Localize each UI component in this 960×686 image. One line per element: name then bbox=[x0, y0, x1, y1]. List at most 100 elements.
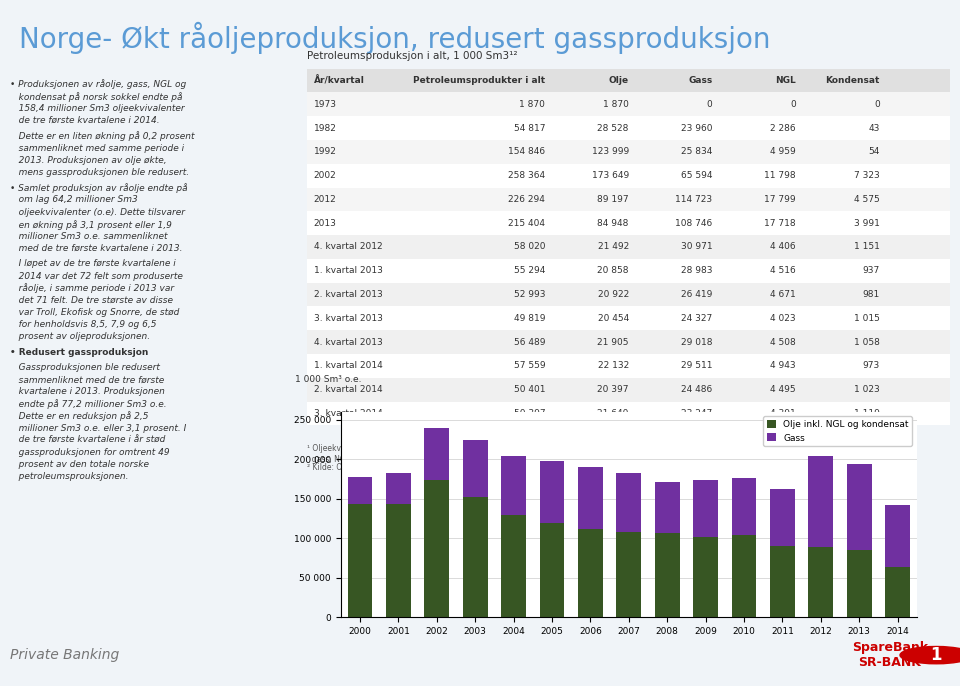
Text: 21 492: 21 492 bbox=[597, 242, 629, 252]
Text: kondensat på norsk sokkel endte på: kondensat på norsk sokkel endte på bbox=[10, 92, 182, 102]
Text: 20 454: 20 454 bbox=[597, 314, 629, 323]
Text: ² Kilde: Oljedirektoratet: ² Kilde: Oljedirektoratet bbox=[307, 463, 397, 472]
Bar bbox=[348, 477, 372, 504]
Bar bbox=[540, 461, 564, 523]
Text: 49 819: 49 819 bbox=[514, 314, 545, 323]
Text: 89 197: 89 197 bbox=[597, 195, 629, 204]
Text: 7 323: 7 323 bbox=[853, 171, 879, 180]
FancyBboxPatch shape bbox=[307, 69, 950, 93]
FancyBboxPatch shape bbox=[307, 211, 950, 235]
Text: endte på 77,2 millioner Sm3 o.e.: endte på 77,2 millioner Sm3 o.e. bbox=[10, 399, 166, 410]
Text: 4 508: 4 508 bbox=[770, 338, 796, 346]
Text: 1973: 1973 bbox=[314, 99, 337, 109]
Bar bbox=[578, 467, 603, 529]
Text: 29 511: 29 511 bbox=[681, 362, 712, 370]
FancyBboxPatch shape bbox=[307, 378, 950, 401]
Text: 50 397: 50 397 bbox=[514, 409, 545, 418]
Text: År/kvartal: År/kvartal bbox=[314, 75, 365, 85]
Text: 4 671: 4 671 bbox=[770, 290, 796, 299]
Text: 108 746: 108 746 bbox=[675, 219, 712, 228]
Text: kvartalene i 2013. Produksjonen: kvartalene i 2013. Produksjonen bbox=[10, 388, 164, 397]
Text: Gassproduksjonen ble redusert: Gassproduksjonen ble redusert bbox=[10, 364, 159, 372]
Bar bbox=[616, 532, 641, 617]
FancyBboxPatch shape bbox=[307, 93, 950, 116]
Text: 22 132: 22 132 bbox=[597, 362, 629, 370]
Text: • Produksjonen av råolje, gass, NGL og: • Produksjonen av råolje, gass, NGL og bbox=[10, 80, 186, 89]
Text: 1 058: 1 058 bbox=[853, 338, 879, 346]
Bar bbox=[655, 482, 680, 534]
Text: 29 018: 29 018 bbox=[681, 338, 712, 346]
Text: 4 391: 4 391 bbox=[770, 409, 796, 418]
Text: 17 718: 17 718 bbox=[764, 219, 796, 228]
Bar bbox=[808, 456, 833, 547]
Text: for henholdsvis 8,5, 7,9 og 6,5: for henholdsvis 8,5, 7,9 og 6,5 bbox=[10, 320, 156, 329]
FancyBboxPatch shape bbox=[307, 164, 950, 187]
Text: 4 943: 4 943 bbox=[771, 362, 796, 370]
Text: 2013: 2013 bbox=[314, 219, 337, 228]
Bar bbox=[655, 534, 680, 617]
Bar bbox=[847, 464, 872, 550]
Text: • Samlet produksjon av råolje endte på: • Samlet produksjon av råolje endte på bbox=[10, 183, 187, 193]
Text: 1 870: 1 870 bbox=[519, 99, 545, 109]
Text: var Troll, Ekofisk og Snorre, de stød: var Troll, Ekofisk og Snorre, de stød bbox=[10, 308, 179, 317]
Text: 1: 1 bbox=[930, 646, 942, 664]
Text: Private Banking: Private Banking bbox=[10, 648, 119, 662]
Bar bbox=[770, 489, 795, 546]
Text: prosent av den totale norske: prosent av den totale norske bbox=[10, 460, 149, 469]
Text: 23 247: 23 247 bbox=[682, 409, 712, 418]
Text: 57 559: 57 559 bbox=[514, 362, 545, 370]
Text: 981: 981 bbox=[862, 290, 879, 299]
Text: 4 516: 4 516 bbox=[770, 266, 796, 275]
Text: sammenliknet med de tre første: sammenliknet med de tre første bbox=[10, 375, 164, 384]
Bar bbox=[616, 473, 641, 532]
Bar bbox=[386, 473, 411, 504]
Text: 4. kvartal 2012: 4. kvartal 2012 bbox=[314, 242, 382, 252]
FancyBboxPatch shape bbox=[307, 235, 950, 259]
Text: millioner Sm3 o.e. eller 3,1 prosent. I: millioner Sm3 o.e. eller 3,1 prosent. I bbox=[10, 424, 186, 433]
FancyBboxPatch shape bbox=[307, 401, 950, 425]
Text: 2 286: 2 286 bbox=[771, 123, 796, 132]
Bar bbox=[732, 478, 756, 535]
Text: 84 948: 84 948 bbox=[597, 219, 629, 228]
Text: SpareBank
SR-BANK: SpareBank SR-BANK bbox=[852, 641, 928, 669]
Text: sammenliknet med samme periode i: sammenliknet med samme periode i bbox=[10, 143, 183, 152]
Bar bbox=[501, 514, 526, 617]
Text: prosent av oljeproduksjonen.: prosent av oljeproduksjonen. bbox=[10, 332, 150, 341]
Bar bbox=[808, 547, 833, 617]
Text: 937: 937 bbox=[862, 266, 879, 275]
Text: 28 983: 28 983 bbox=[681, 266, 712, 275]
Bar bbox=[885, 567, 910, 617]
Text: 2014 var det 72 felt som produserte: 2014 var det 72 felt som produserte bbox=[10, 272, 182, 281]
Text: 65 594: 65 594 bbox=[681, 171, 712, 180]
Text: 2002: 2002 bbox=[314, 171, 336, 180]
Text: 1 151: 1 151 bbox=[853, 242, 879, 252]
FancyBboxPatch shape bbox=[307, 140, 950, 164]
Text: 2012: 2012 bbox=[314, 195, 336, 204]
Text: 4 959: 4 959 bbox=[770, 147, 796, 156]
Text: de tre første kvartalene i 2014.: de tre første kvartalene i 2014. bbox=[10, 116, 159, 125]
Text: 114 723: 114 723 bbox=[675, 195, 712, 204]
Text: 1 015: 1 015 bbox=[853, 314, 879, 323]
Text: 0: 0 bbox=[874, 99, 879, 109]
Text: 24 486: 24 486 bbox=[682, 385, 712, 394]
Text: en økning på 3,1 prosent eller 1,9: en økning på 3,1 prosent eller 1,9 bbox=[10, 220, 172, 230]
Text: 24 327: 24 327 bbox=[682, 314, 712, 323]
Text: 4 575: 4 575 bbox=[853, 195, 879, 204]
Bar bbox=[540, 523, 564, 617]
Text: gassproduksjonen for omtrent 49: gassproduksjonen for omtrent 49 bbox=[10, 448, 169, 457]
Text: 56 489: 56 489 bbox=[514, 338, 545, 346]
Text: 154 846: 154 846 bbox=[508, 147, 545, 156]
Text: oljeekvivalenter (o.e). Dette tilsvarer: oljeekvivalenter (o.e). Dette tilsvarer bbox=[10, 208, 184, 217]
Text: Gass: Gass bbox=[688, 76, 712, 85]
Text: Norge- Økt råoljeproduksjon, redusert gassproduksjon: Norge- Økt råoljeproduksjon, redusert ga… bbox=[19, 22, 771, 54]
Text: Dette er en liten økning på 0,2 prosent: Dette er en liten økning på 0,2 prosent bbox=[10, 132, 194, 141]
Text: I løpet av de tre første kvartalene i: I løpet av de tre første kvartalene i bbox=[10, 259, 176, 268]
Text: 1. kvartal 2013: 1. kvartal 2013 bbox=[314, 266, 382, 275]
FancyBboxPatch shape bbox=[307, 116, 950, 140]
Bar bbox=[386, 504, 411, 617]
Text: 55 294: 55 294 bbox=[514, 266, 545, 275]
Text: millioner Sm3 o.e. sammenliknet: millioner Sm3 o.e. sammenliknet bbox=[10, 232, 167, 241]
Bar bbox=[424, 480, 449, 617]
Text: 21 640: 21 640 bbox=[597, 409, 629, 418]
Bar bbox=[424, 428, 449, 480]
